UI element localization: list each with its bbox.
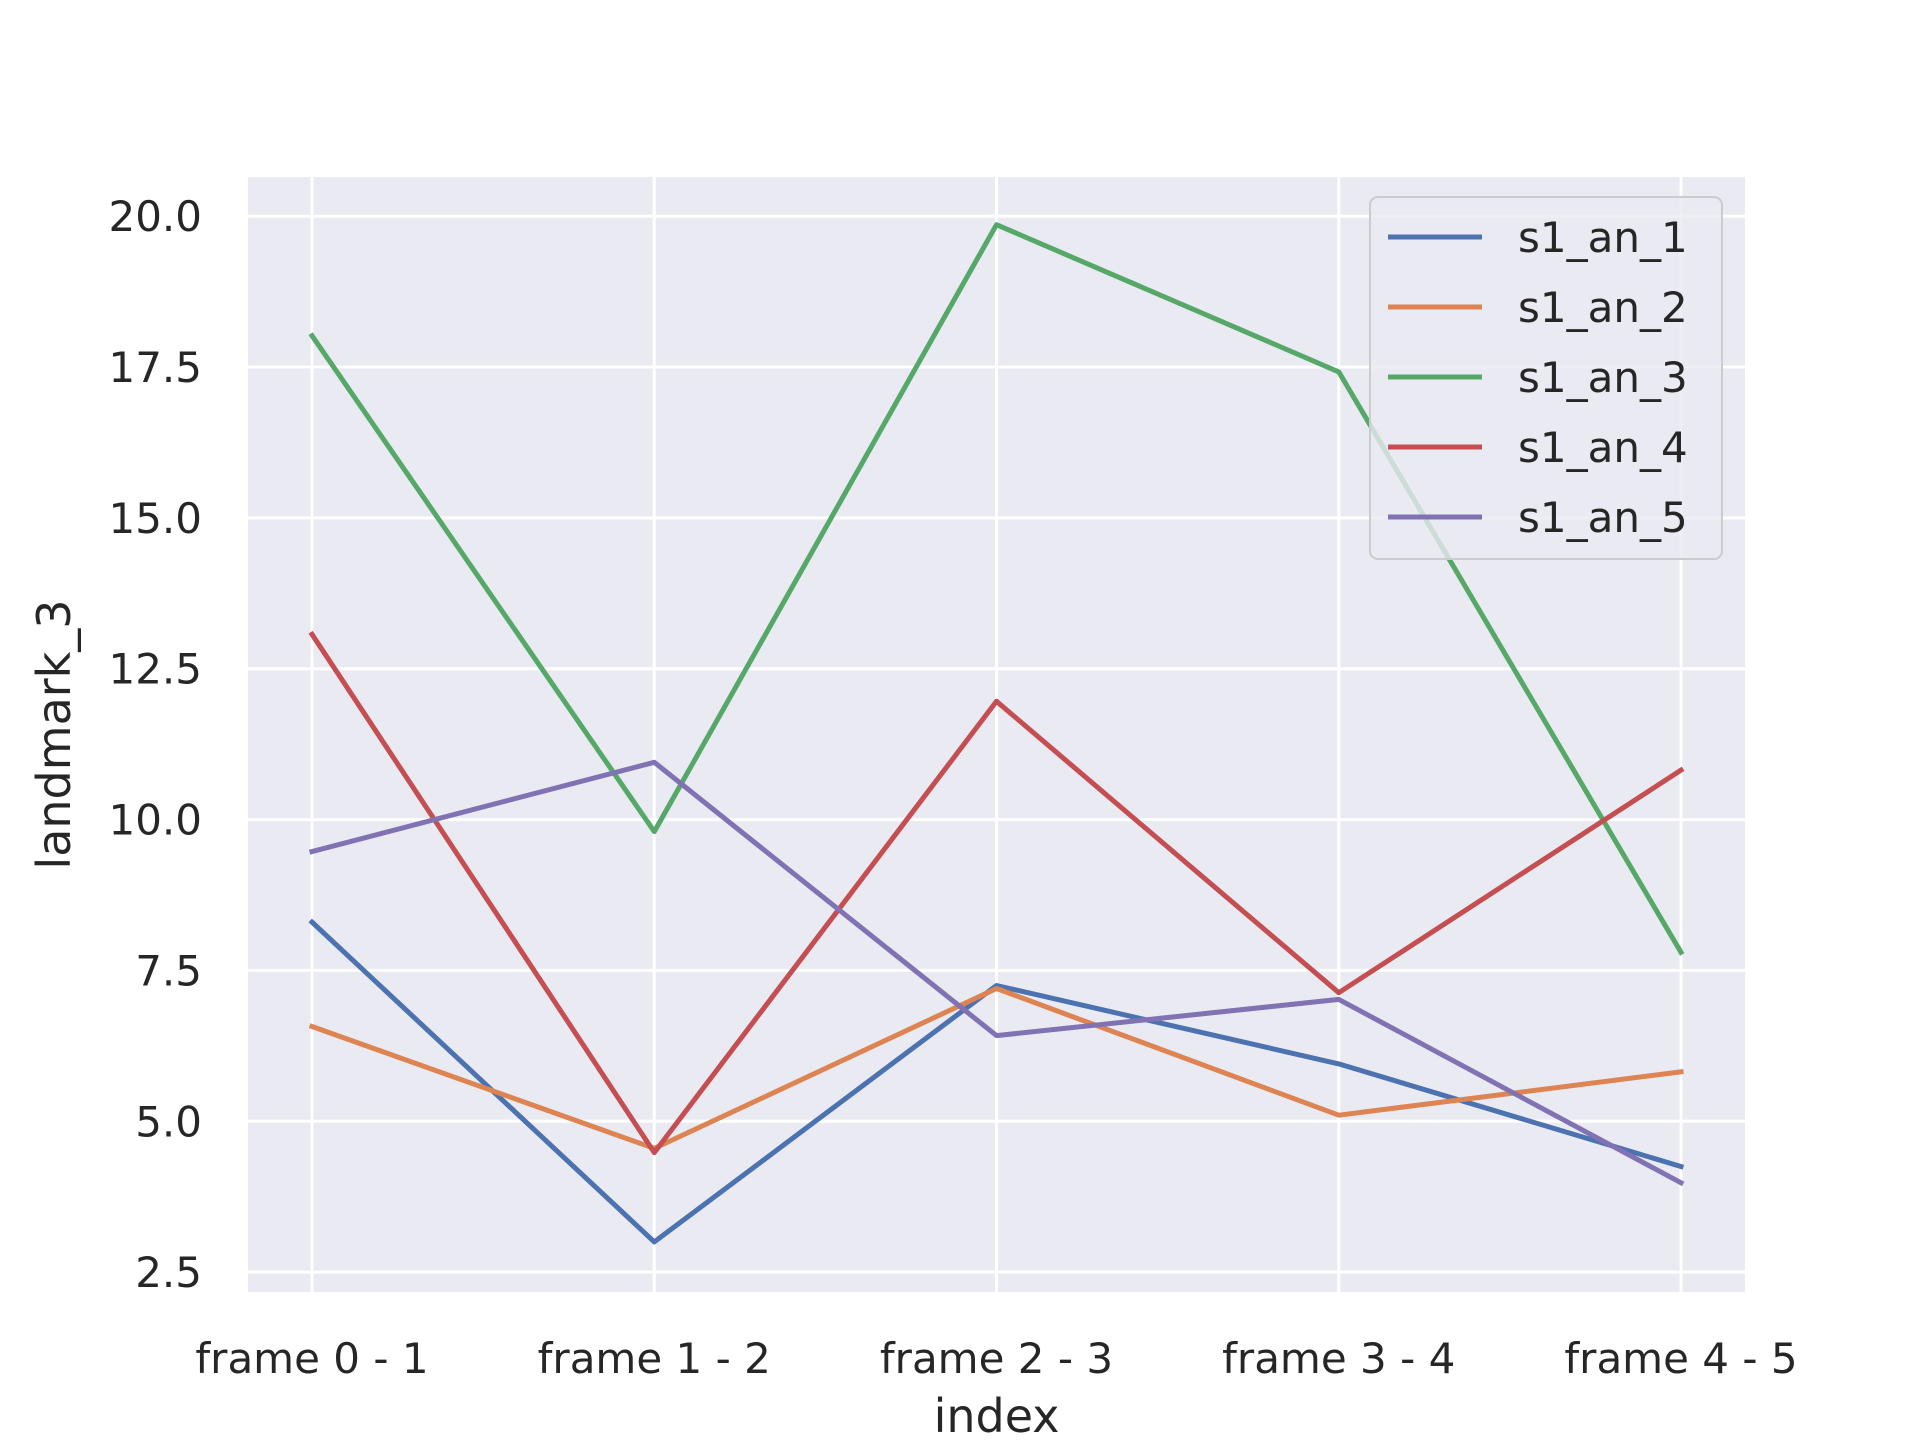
y-tick-label: 15.0 bbox=[108, 494, 202, 543]
y-tick-label: 20.0 bbox=[108, 192, 202, 241]
x-axis-label: index bbox=[934, 1389, 1060, 1440]
gridlines bbox=[248, 177, 1745, 1292]
series-line-s1-an-1 bbox=[308, 918, 1685, 1245]
x-tick-label: frame 2 - 3 bbox=[880, 1334, 1113, 1383]
y-tick-label: 10.0 bbox=[108, 796, 202, 845]
series-line-s1-an-4 bbox=[308, 630, 1685, 1156]
series-line-s1-an-2 bbox=[308, 986, 1684, 1151]
legend-label: s1_an_4 bbox=[1518, 423, 1688, 472]
series-lines bbox=[308, 222, 1685, 1245]
x-tick-labels: frame 0 - 1 frame 1 - 2 frame 2 - 3 frame 3… bbox=[195, 1334, 1797, 1383]
x-tick-label: frame 1 - 2 bbox=[538, 1334, 771, 1383]
series-line-s1-an-3 bbox=[308, 222, 1685, 956]
y-tick-label: 12.5 bbox=[108, 645, 202, 694]
legend-label: s1_an_2 bbox=[1518, 283, 1688, 332]
x-tick-label: frame 3 - 4 bbox=[1222, 1334, 1455, 1383]
legend: s1_an_1 s1_an_2 s1_an_3 s1_an_4 s1_an_5 bbox=[1369, 196, 1723, 560]
x-tick-label: frame 0 - 1 bbox=[195, 1334, 428, 1383]
x-tick-label: frame 4 - 5 bbox=[1564, 1334, 1797, 1383]
y-axis-label: landmark_3 bbox=[27, 599, 81, 869]
y-tick-labels: 2.5 5.0 7.5 10.0 12.5 15.0 17.5 20.0 bbox=[108, 192, 202, 1297]
y-tick-label: 17.5 bbox=[108, 343, 202, 392]
legend-label: s1_an_1 bbox=[1518, 213, 1688, 262]
legend-label: s1_an_3 bbox=[1518, 353, 1688, 402]
y-tick-label: 5.0 bbox=[135, 1097, 202, 1146]
series-line-s1-an-5 bbox=[308, 759, 1685, 1187]
y-tick-label: 2.5 bbox=[135, 1248, 202, 1297]
legend-box bbox=[1369, 196, 1723, 560]
legend-label: s1_an_5 bbox=[1518, 493, 1688, 542]
y-tick-label: 7.5 bbox=[135, 946, 202, 995]
